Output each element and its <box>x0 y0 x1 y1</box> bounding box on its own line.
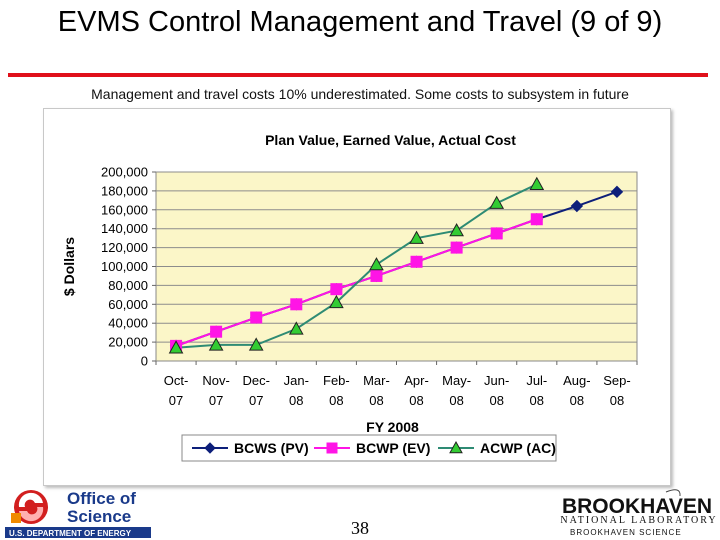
data-point <box>370 269 383 282</box>
legend-label: BCWS (PV) <box>234 440 309 456</box>
data-point <box>248 337 264 351</box>
office-of-science-logo: Office of Science U.S. DEPARTMENT OF ENE… <box>5 489 151 538</box>
slide-title: EVMS Control Management and Travel (9 of… <box>57 6 663 38</box>
x-tick-label: 08 <box>409 393 423 408</box>
x-tick-label: 07 <box>209 393 223 408</box>
y-tick-label: 100,000 <box>101 259 148 274</box>
logo-line-2: Science <box>67 507 131 526</box>
x-tick-label: Nov- <box>202 373 229 388</box>
x-tick-label: 08 <box>289 393 303 408</box>
data-point <box>530 213 543 226</box>
x-tick-label: Jul- <box>526 373 547 388</box>
x-tick-label: Apr- <box>404 373 429 388</box>
data-point <box>210 325 223 338</box>
data-point <box>208 337 224 351</box>
data-point <box>490 227 503 240</box>
data-point <box>610 185 624 199</box>
x-tick-label: 08 <box>329 393 343 408</box>
data-point <box>410 255 423 268</box>
logo-line-3: U.S. DEPARTMENT OF ENERGY <box>9 529 132 538</box>
data-point <box>168 340 184 354</box>
y-tick-label: 0 <box>141 354 148 369</box>
data-point <box>409 230 424 244</box>
y-tick-label: 60,000 <box>108 297 148 312</box>
series-line <box>175 183 538 349</box>
page-number: 38 <box>351 518 369 538</box>
legend-marker <box>449 440 463 454</box>
x-tick-label: 08 <box>610 393 624 408</box>
y-tick-label: 140,000 <box>101 221 148 236</box>
y-tick-label: 40,000 <box>108 316 148 331</box>
data-point <box>489 195 505 209</box>
x-tick-label: Mar- <box>363 373 390 388</box>
evms-line-chart: 0 20,000 40,000 60,000 80,000 100,000 120,000 1… <box>61 132 638 462</box>
legend-label: ACWP (AC) <box>480 440 556 456</box>
brookhaven-logo: BROOKHAVEN NATIONAL LABORATORY BROOKHAVE… <box>560 489 717 537</box>
y-tick-label: 180,000 <box>101 183 148 198</box>
x-tick-label: 07 <box>169 393 183 408</box>
x-tick-label: Aug- <box>563 373 590 388</box>
x-tick-label: May- <box>442 373 471 388</box>
data-point <box>529 176 545 190</box>
slide-subtitle: Management and travel costs 10% underest… <box>91 86 629 102</box>
bnl-logo-line-1: BROOKHAVEN <box>562 495 712 518</box>
x-tick-label: 07 <box>249 393 263 408</box>
data-point <box>330 283 343 296</box>
data-point <box>369 257 384 271</box>
y-tick-label: 20,000 <box>108 335 148 350</box>
data-point <box>290 298 303 311</box>
legend-marker <box>326 442 338 454</box>
legend-marker <box>204 442 216 454</box>
data-point <box>250 311 263 324</box>
x-tick-label: Jun- <box>484 373 509 388</box>
x-tick-label: 08 <box>570 393 584 408</box>
y-tick-label: 160,000 <box>101 202 148 217</box>
bnl-logo-line-3: BROOKHAVEN SCIENCE <box>570 528 682 537</box>
x-tick-label: Sep- <box>603 373 630 388</box>
x-tick-label: 08 <box>530 393 544 408</box>
data-point <box>288 321 304 335</box>
x-tick-label: Dec- <box>242 373 269 388</box>
y-tick-label: 200,000 <box>101 165 148 180</box>
x-tick-label: 08 <box>369 393 383 408</box>
x-tick-label: 08 <box>449 393 463 408</box>
bnl-logo-line-2: NATIONAL LABORATORY <box>560 515 717 526</box>
data-point <box>450 241 463 254</box>
logo-line-1: Office of <box>67 489 136 508</box>
x-axis-title: FY 2008 <box>366 419 419 435</box>
data-point <box>570 199 584 213</box>
data-point <box>449 223 464 237</box>
data-point <box>329 294 344 309</box>
x-tick-label: Oct- <box>164 373 189 388</box>
legend-label: BCWP (EV) <box>356 440 430 456</box>
chart-title: Plan Value, Earned Value, Actual Cost <box>265 132 516 148</box>
legend-box <box>181 434 557 462</box>
x-tick-label: 08 <box>489 393 503 408</box>
y-axis-title: $ Dollars <box>61 237 77 296</box>
doe-swirl-icon <box>11 490 48 524</box>
y-tick-label: 120,000 <box>101 240 148 255</box>
x-tick-label: Feb- <box>323 373 350 388</box>
logo-swoosh-icon <box>665 489 681 497</box>
y-tick-label: 80,000 <box>108 278 148 293</box>
x-tick-label: Jan- <box>284 373 309 388</box>
title-divider <box>8 73 708 77</box>
chart-container: 0 20,000 40,000 60,000 80,000 100,000 120,000 1… <box>43 108 671 486</box>
